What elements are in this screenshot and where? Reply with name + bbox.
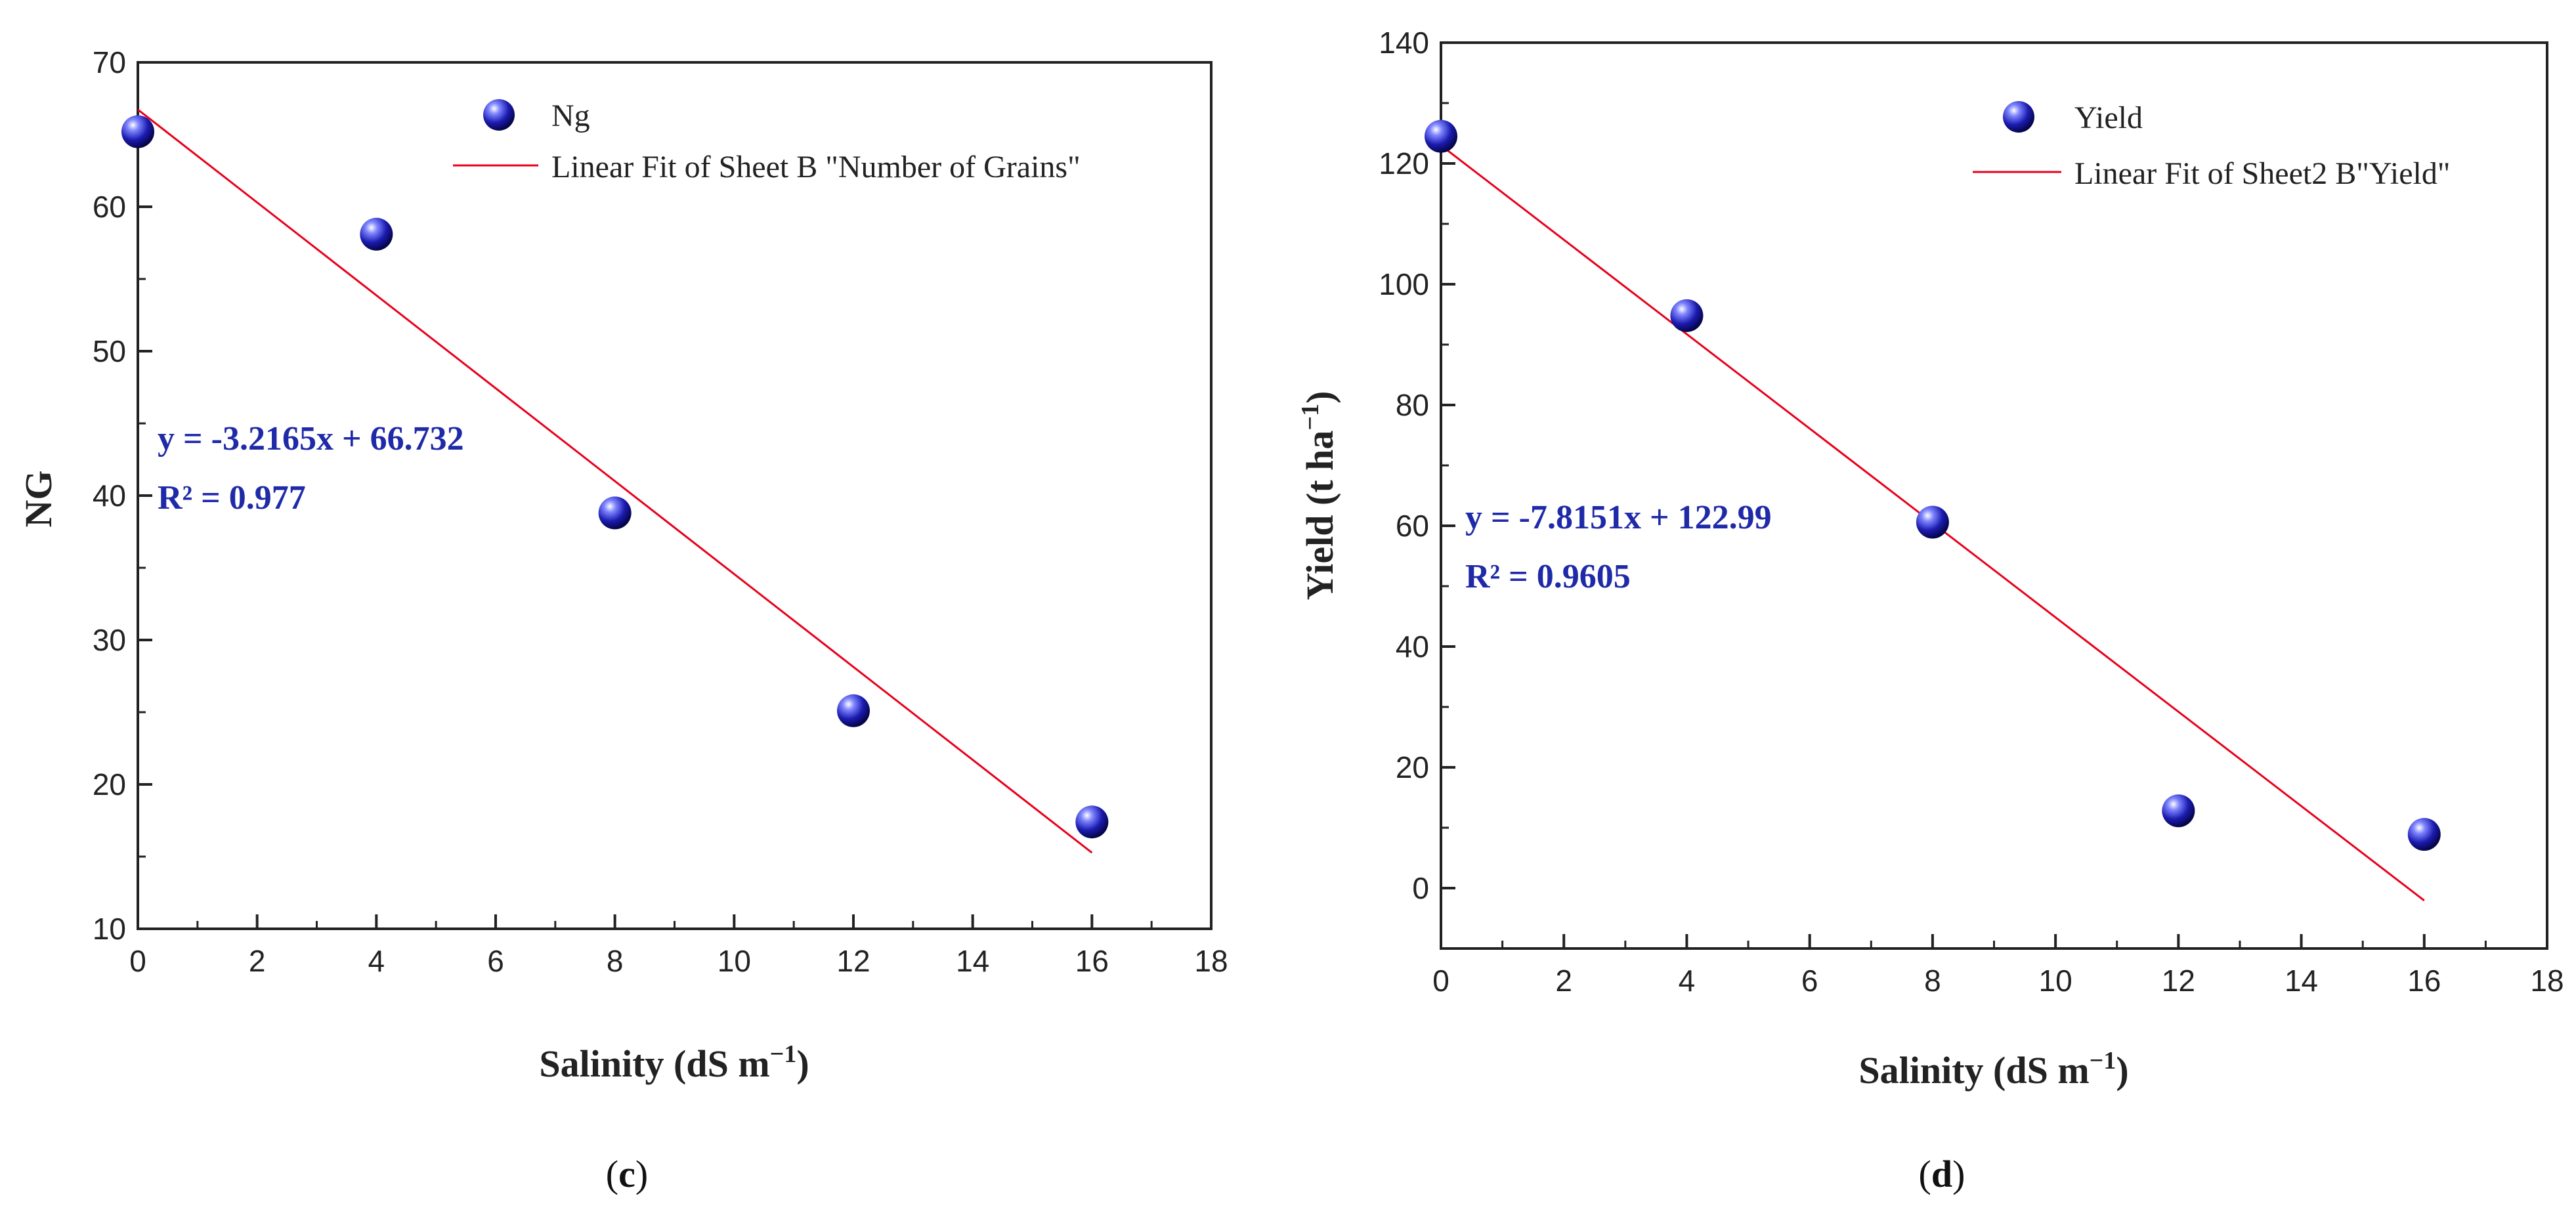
x-axis-title-superscript: −1 — [770, 1040, 797, 1068]
x-tick-label: 16 — [1075, 944, 1109, 978]
data-point — [2407, 818, 2441, 851]
y-tick-label: 40 — [93, 479, 126, 513]
y-tick-label: 0 — [1412, 871, 1429, 905]
y-axis-title: Yield (t ha−1) — [1297, 391, 1341, 601]
y-tick-label: 50 — [93, 334, 126, 368]
data-point — [598, 496, 632, 530]
y-tick-label: 30 — [93, 623, 126, 657]
panel-label-d: (d) — [1919, 1153, 1965, 1195]
x-axis-title-suffix: ) — [796, 1042, 809, 1085]
data-points — [121, 115, 1109, 839]
data-point — [837, 694, 870, 727]
x-tick-label: 16 — [2407, 964, 2441, 998]
x-axis-ticks: 0 2 4 6 8 10 12 14 16 18 — [129, 914, 1228, 978]
x-tick-label: 10 — [718, 944, 751, 978]
x-axis-title-main: Salinity (dS m — [1858, 1049, 2089, 1092]
x-tick-label: 18 — [1194, 944, 1228, 978]
x-tick-label: 2 — [249, 944, 266, 978]
y-tick-label: 80 — [1396, 388, 1429, 422]
y-axis-ticks: 0 20 40 60 80 100 120 140 — [1379, 26, 1455, 905]
fit-line-group — [137, 108, 1093, 854]
x-tick-label: 12 — [836, 944, 870, 978]
legend-marker-ng — [483, 99, 515, 131]
y-axis-title-suffix: ) — [1299, 391, 1341, 404]
x-axis-ticks: 0 2 4 6 8 10 12 14 16 18 — [1432, 934, 2564, 998]
x-tick-label: 8 — [1924, 964, 1941, 998]
panel-letter-d: d — [1931, 1153, 1952, 1195]
y-tick-label: 60 — [1396, 509, 1429, 543]
chart-panel-d: 0 2 4 6 8 10 12 14 16 18 0 20 40 60 80 100 120 140 Yield… — [1297, 26, 2564, 1195]
fit-equation: y = -7.8151x + 122.99 — [1465, 499, 1772, 536]
x-tick-label: 4 — [368, 944, 385, 978]
x-axis-title: Salinity (dS m−1) — [1858, 1047, 2128, 1092]
x-axis-title: Salinity (dS m−1) — [539, 1040, 809, 1085]
x-axis-title-suffix: ) — [2116, 1049, 2128, 1092]
y-tick-label: 70 — [93, 45, 126, 79]
x-tick-label: 0 — [1432, 964, 1449, 998]
data-point — [1670, 299, 1704, 332]
y-tick-label: 10 — [93, 912, 126, 946]
legend-label-yield: Yield — [2074, 100, 2143, 135]
data-point — [121, 115, 154, 148]
y-tick-label: 20 — [1396, 750, 1429, 784]
y-tick-label: 20 — [93, 767, 126, 801]
fit-r-squared: R² = 0.977 — [158, 479, 306, 517]
data-point — [1075, 805, 1109, 839]
y-tick-label: 100 — [1379, 267, 1429, 301]
x-tick-label: 0 — [129, 944, 146, 978]
x-tick-label: 4 — [1679, 964, 1696, 998]
y-axis-title-main: Yield (t ha — [1299, 431, 1341, 601]
x-tick-label: 6 — [487, 944, 504, 978]
x-tick-label: 2 — [1555, 964, 1572, 998]
fit-r-squared: R² = 0.9605 — [1465, 558, 1631, 595]
legend-marker-yield — [2003, 101, 2034, 133]
x-tick-label: 6 — [1801, 964, 1818, 998]
data-point — [2162, 794, 2195, 828]
legend-label-ng: Ng — [551, 98, 590, 133]
legend-label-fit: Linear Fit of Sheet B "Number of Grains" — [551, 150, 1081, 184]
x-tick-label: 14 — [2285, 964, 2318, 998]
y-tick-label: 140 — [1379, 26, 1429, 60]
linear-fit-line — [137, 108, 1093, 854]
data-points — [1425, 119, 2441, 851]
x-tick-label: 14 — [956, 944, 989, 978]
legend: Yield Linear Fit of Sheet2 B"Yield" — [1973, 100, 2450, 191]
y-tick-label: 40 — [1396, 629, 1429, 664]
y-axis-ticks: 10 20 30 40 50 60 70 — [93, 45, 152, 946]
legend: Ng Linear Fit of Sheet B "Number of Grai… — [453, 98, 1081, 184]
panel-label-c: (c) — [606, 1153, 648, 1195]
y-tick-label: 60 — [93, 190, 126, 224]
y-axis-title-superscript: −1 — [1297, 404, 1324, 431]
x-tick-label: 12 — [2162, 964, 2195, 998]
legend-label-fit: Linear Fit of Sheet2 B"Yield" — [2074, 156, 2450, 191]
y-tick-label: 120 — [1379, 146, 1429, 181]
x-tick-label: 10 — [2039, 964, 2072, 998]
x-tick-label: 18 — [2530, 964, 2564, 998]
data-point — [1425, 119, 1457, 153]
panel-letter-c: c — [618, 1153, 635, 1195]
y-axis-title: NG — [17, 471, 60, 528]
chart-panel-c: 0 2 4 6 8 10 12 14 16 18 10 20 30 40 50 60 70 Ng Linear… — [17, 45, 1228, 1195]
fit-equation: y = -3.2165x + 66.732 — [158, 420, 464, 458]
x-tick-label: 8 — [607, 944, 624, 978]
x-axis-title-main: Salinity (dS m — [539, 1042, 769, 1085]
x-axis-title-superscript: −1 — [2090, 1047, 2116, 1075]
data-point — [1916, 505, 1949, 539]
data-point — [360, 217, 393, 251]
